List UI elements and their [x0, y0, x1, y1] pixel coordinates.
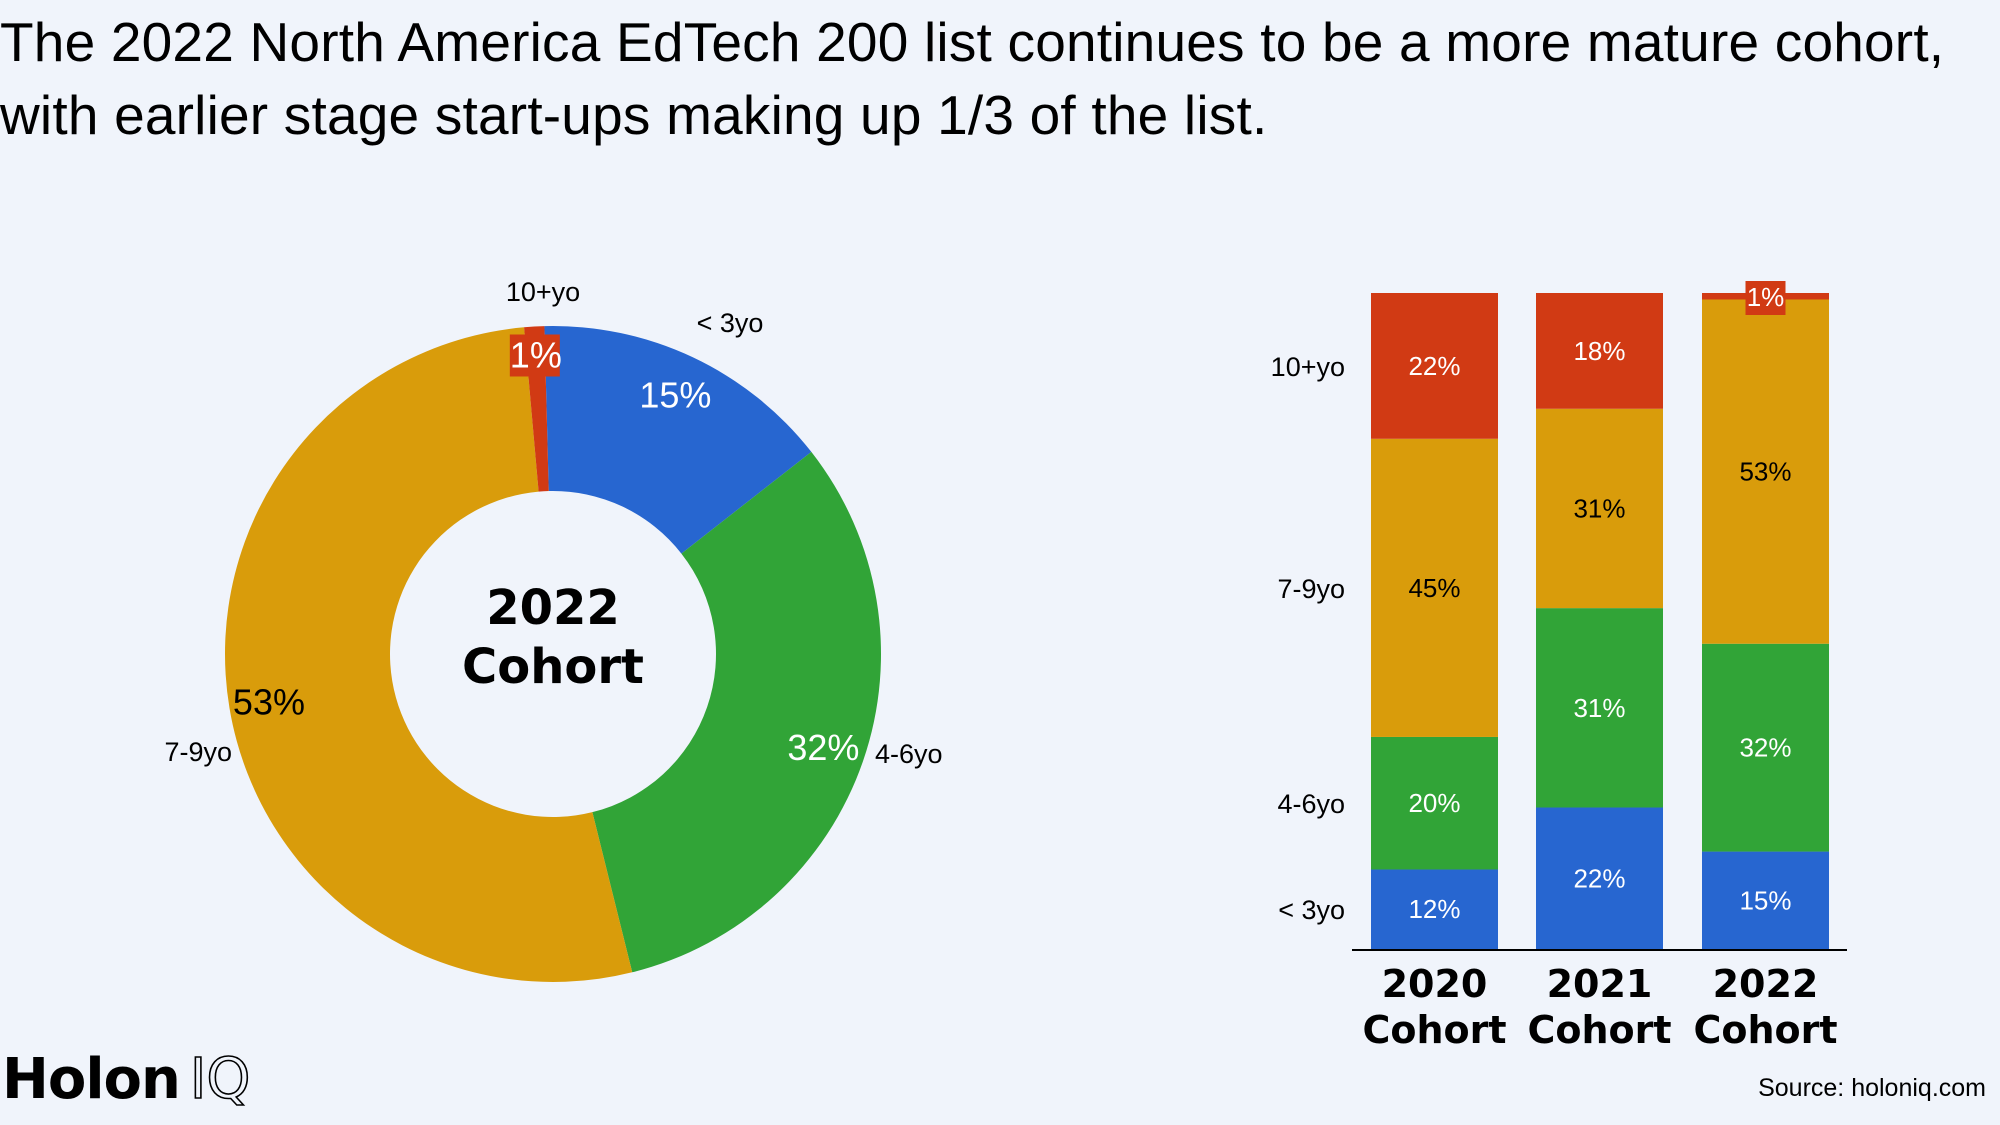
- donut-chart: 15% < 3yo 32% 4-6yo 53%7-9yo 1% 10+yo 2022Cohor…: [164, 277, 943, 982]
- bar-value-2021-10-yo: 18%: [1573, 336, 1625, 366]
- bar-value-2022-4-6yo: 32%: [1739, 733, 1791, 763]
- donut-center-year: 2022: [486, 580, 620, 636]
- logo-iq-text: IQ: [189, 1046, 251, 1113]
- logo-holon-text: Holon: [2, 1047, 181, 1112]
- bar-segment-2021-10-yo: [1536, 293, 1663, 409]
- donut-value-7-9yo: 53%: [233, 682, 305, 723]
- x-category-year-2022: 2022: [1713, 962, 1819, 1006]
- bar-value-2022-10-yo: 1%: [1747, 282, 1785, 312]
- donut-value-10-yo: 1%: [510, 334, 562, 375]
- bar-value-2020-10-yo: 22%: [1408, 351, 1460, 381]
- bar-segment-2021-7-9yo: [1536, 408, 1663, 609]
- row-label-10-yo: 10+yo: [1271, 352, 1345, 382]
- bar-value-2021-3yo: 22%: [1573, 863, 1625, 893]
- x-category-cohort-2021: Cohort: [1527, 1008, 1671, 1052]
- bar-segment-2021-3yo: [1536, 807, 1663, 949]
- bar-value-2022-3yo: 15%: [1739, 885, 1791, 915]
- bar-segment-2020-4-6yo: [1371, 736, 1498, 870]
- donut-label-7-9yo: 7-9yo: [164, 737, 232, 767]
- donut-center-cohort: Cohort: [462, 639, 644, 695]
- donut-value-4-6yo: 32%: [787, 727, 859, 768]
- bar-value-2020-4-6yo: 20%: [1408, 788, 1460, 818]
- x-category-year-2021: 2021: [1547, 962, 1653, 1006]
- donut-label-10-yo: 10+yo: [506, 277, 580, 307]
- bar-segment-2022-3yo: [1702, 851, 1829, 949]
- x-category-year-2020: 2020: [1382, 962, 1488, 1006]
- bar-value-2022-7-9yo: 53%: [1739, 457, 1791, 487]
- bar-segment-2020-10-yo: [1371, 293, 1498, 439]
- bar-value-2020-3yo: 12%: [1408, 894, 1460, 924]
- row-label-7-9yo: 7-9yo: [1277, 574, 1345, 604]
- page-title: The 2022 North America EdTech 200 list c…: [0, 11, 1945, 146]
- donut-slice-4-6yo: [592, 451, 882, 973]
- row-label-3yo: < 3yo: [1278, 895, 1345, 925]
- bar-value-box-2022-10-yo: [1745, 281, 1786, 315]
- donut-value-box-10-yo: [509, 334, 560, 377]
- donut-label-4-6yo: 4-6yo: [875, 739, 943, 769]
- bar-value-2021-4-6yo: 31%: [1573, 693, 1625, 723]
- donut-slice-3yo: [544, 326, 812, 554]
- bar-value-2021-7-9yo: 31%: [1573, 493, 1625, 523]
- donut-label-3yo: < 3yo: [697, 308, 764, 338]
- bar-value-2020-7-9yo: 45%: [1408, 573, 1460, 603]
- bar-segment-2020-7-9yo: [1371, 438, 1498, 737]
- donut-value-3yo: 15%: [639, 374, 711, 415]
- bar-segment-2021-4-6yo: [1536, 608, 1663, 808]
- x-category-cohort-2022: Cohort: [1693, 1008, 1837, 1052]
- source-note: Source: holoniq.com: [1758, 1074, 1986, 1102]
- row-label-4-6yo: 4-6yo: [1277, 789, 1345, 819]
- bar-segment-2022-4-6yo: [1702, 643, 1829, 852]
- x-category-cohort-2020: Cohort: [1362, 1008, 1506, 1052]
- holoniq-logo: Holon IQ: [2, 1045, 251, 1115]
- bar-segment-2022-7-9yo: [1702, 299, 1829, 644]
- bar-segment-2020-3yo: [1371, 869, 1498, 949]
- donut-slice-7-9yo: [224, 327, 633, 982]
